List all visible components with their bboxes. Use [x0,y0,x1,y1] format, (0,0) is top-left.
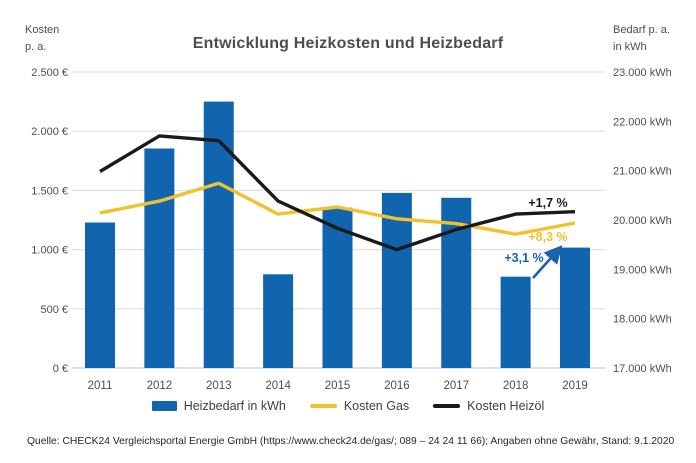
annotation-1: +8,3 % [528,230,567,244]
bar-2015 [322,207,353,368]
left-axis-unit-label: Kosten p. a. [25,24,60,53]
x-axis-label-2016: 2016 [384,380,410,392]
right-axis-tick-label: 23.000 kWh [613,67,672,79]
right-axis-tick-label: 22.000 kWh [613,116,672,128]
right-axis-tick-label: 19.000 kWh [613,264,672,276]
line-kosten-heiz-l [99,134,576,252]
x-axis-label-2014: 2014 [265,380,291,392]
left-axis-tick-label: 2.500 € [31,67,68,79]
legend-label-heizbedarf: Heizbedarf in kWh [183,399,286,413]
left-axis-tick-label: 1.500 € [31,185,68,197]
bar-2011 [85,222,115,368]
chart-legend: Heizbedarf in kWh Kosten Gas Kosten Heiz… [0,399,696,413]
chart-plot-area: 0 € 500 € 1.000 € 1.500 € 2.000 € 2.500 € 17.0… [31,67,672,392]
x-axis-label-2013: 2013 [206,380,232,392]
right-axis-tick-label: 18.000 kWh [613,314,672,326]
right-axis-tick-label: 20.000 kWh [613,215,672,227]
x-axis-label-2019: 2019 [562,380,588,392]
legend-item-heizbedarf: Heizbedarf in kWh [151,399,286,413]
legend-label-kosten-gas: Kosten Gas [343,399,410,413]
legend-line-swatch-gas [309,404,337,408]
x-axis-label-2018: 2018 [503,380,529,392]
x-axis-label-2017: 2017 [443,380,469,392]
legend-label-kosten-heizoel: Kosten Heizöl [467,399,545,413]
bar-2013 [203,101,234,368]
bar-2019 [560,247,590,368]
bar-2016 [381,192,412,368]
source-note: Quelle: CHECK24 Vergleichsportal Energie… [27,436,675,447]
legend-bar-swatch [151,401,177,411]
left-axis-tick-label: 0 € [53,363,68,375]
x-axis-label-2011: 2011 [88,380,113,392]
annotation-0: +1,7 % [528,196,567,210]
annotation-arrow [532,245,563,279]
line-kosten-gas [99,181,576,236]
x-axis-label-2015: 2015 [325,380,351,392]
legend-item-kosten-heizoel: Kosten Heizöl [433,399,544,413]
bar-2018 [500,276,531,368]
right-axis-unit-label: Bedarf p. a. in kWh [613,24,670,53]
chart-title: Entwicklung Heizkosten und Heizbedarf [192,35,504,52]
bar-2014 [263,274,294,368]
left-axis-tick-label: 2.000 € [31,126,68,138]
x-axis-label-2012: 2012 [147,380,173,392]
legend-item-kosten-gas: Kosten Gas [309,399,410,413]
left-axis-tick-label: 500 € [40,304,68,316]
left-axis-tick-label: 1.000 € [31,245,68,257]
right-axis-tick-label: 21.000 kWh [613,166,672,178]
right-axis-tick-label: 17.000 kWh [613,363,672,375]
bar-2012 [144,148,175,368]
annotation-2: +3,1 % [504,251,543,265]
legend-line-swatch-heizoel [433,404,461,408]
